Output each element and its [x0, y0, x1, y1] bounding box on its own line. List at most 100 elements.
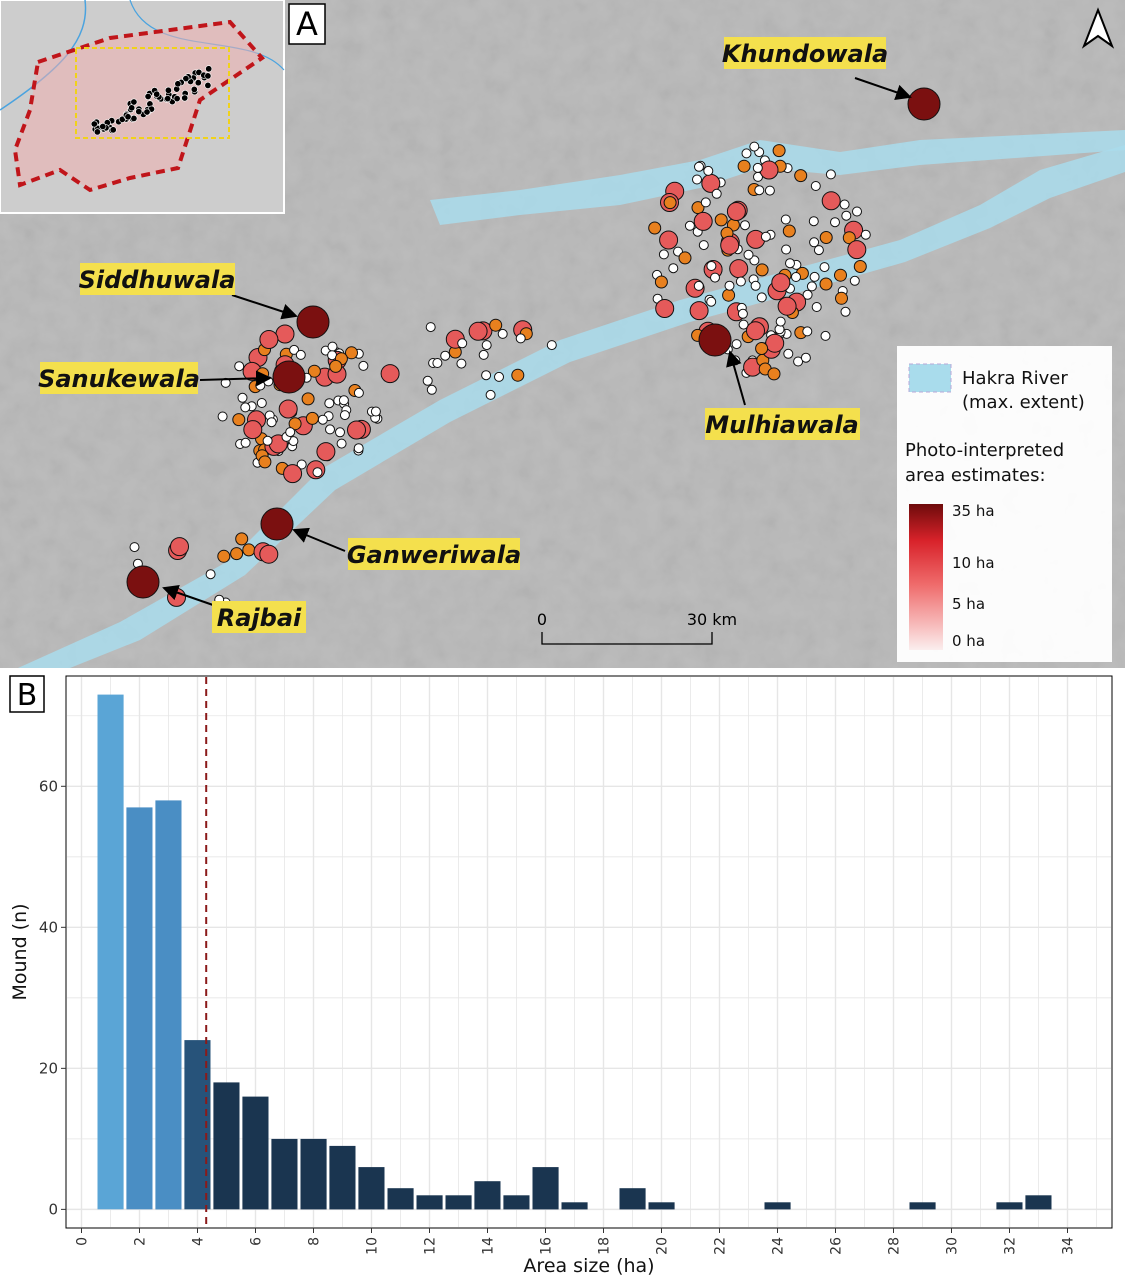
site-marker	[767, 367, 781, 381]
site-marker	[830, 217, 840, 228]
site-marker	[312, 467, 323, 478]
site-marker	[658, 249, 669, 260]
plot-frame	[65, 675, 1113, 1229]
site-marker	[841, 210, 852, 221]
site-marker	[262, 435, 273, 446]
inset-site-marker	[190, 85, 198, 93]
river-legend-swatch	[908, 363, 952, 393]
site-label-rajbai: Rajbai	[212, 601, 306, 633]
site-marker	[775, 316, 786, 327]
site-marker	[777, 296, 797, 316]
site-marker	[692, 174, 702, 185]
svg-text:Siddhuwala: Siddhuwala	[79, 266, 236, 294]
x-tick-label: 18	[597, 1237, 613, 1255]
inset-site-marker	[173, 95, 181, 103]
site-marker	[794, 169, 808, 183]
site-marker	[289, 344, 300, 355]
inset-site-marker	[181, 94, 189, 102]
site-marker	[266, 417, 277, 428]
site-marker	[478, 349, 489, 360]
site-label-siddhuwala: Siddhuwala	[79, 263, 236, 295]
inset-site-marker	[128, 104, 136, 112]
site-marker	[497, 328, 508, 339]
site-marker	[694, 161, 704, 172]
site-marker	[380, 364, 400, 384]
site-marker	[738, 319, 749, 330]
site-label-mulhiawala: Mulhiawala	[705, 408, 860, 440]
histogram-bar	[329, 1145, 356, 1210]
histogram-bar	[996, 1202, 1023, 1210]
inset-site-marker	[130, 114, 138, 122]
site-marker	[720, 235, 740, 255]
site-marker	[230, 547, 244, 561]
site-marker	[336, 438, 347, 449]
site-label-ganweriwala: Ganweriwala	[347, 538, 521, 570]
site-marker	[821, 191, 841, 211]
site-marker	[834, 268, 847, 282]
histogram-bar	[619, 1188, 646, 1210]
site-marker	[258, 455, 272, 469]
site-marker	[785, 258, 795, 269]
major-site-marker-sanukewala	[272, 360, 306, 394]
site-marker	[205, 569, 216, 580]
north-arrow-icon	[1081, 7, 1115, 49]
x-tick-label: 34	[1061, 1237, 1077, 1255]
site-marker	[648, 221, 662, 235]
site-marker	[693, 211, 713, 231]
x-tick-label: 0	[75, 1237, 91, 1246]
site-marker	[743, 249, 754, 260]
site-marker	[802, 289, 813, 300]
site-marker	[849, 275, 860, 286]
site-marker	[693, 280, 704, 291]
site-marker	[835, 291, 848, 305]
svg-text:Ganweriwala: Ganweriwala	[347, 541, 521, 569]
site-marker	[170, 537, 189, 557]
inset-site-marker	[164, 86, 172, 94]
histogram-bar	[648, 1202, 675, 1210]
y-axis-ticks: 0 20 40 60	[39, 777, 66, 1218]
site-marker	[678, 251, 692, 265]
inset-site-marker	[143, 108, 151, 116]
site-marker	[301, 392, 315, 406]
histogram-bar	[503, 1195, 530, 1210]
inset-site-marker	[99, 123, 107, 131]
panel-a-label: A	[288, 3, 326, 45]
site-marker	[288, 417, 302, 431]
site-marker	[842, 231, 856, 245]
histogram-bar	[387, 1188, 414, 1210]
site-marker	[847, 240, 867, 260]
inset-site-marker	[93, 128, 101, 136]
site-marker	[259, 330, 279, 349]
site-marker	[345, 346, 358, 360]
x-tick-label: 8	[307, 1237, 323, 1246]
site-marker	[825, 169, 836, 180]
site-marker	[655, 299, 675, 318]
site-marker	[259, 544, 279, 564]
site-marker	[752, 162, 763, 173]
histogram-bar	[155, 800, 182, 1210]
site-marker	[256, 398, 267, 408]
site-marker	[232, 413, 246, 427]
site-marker	[515, 333, 526, 344]
site-marker	[793, 356, 804, 367]
major-site-marker-mulhiawala	[698, 323, 732, 357]
site-marker	[456, 358, 467, 369]
site-marker	[819, 262, 830, 273]
site-marker	[317, 414, 328, 425]
site-marker	[335, 427, 345, 438]
svg-text:10 ha: 10 ha	[952, 554, 995, 572]
inset-site-marker	[204, 81, 212, 89]
histogram-bar	[242, 1096, 269, 1210]
site-marker	[703, 165, 714, 176]
svg-text:Hakra River: Hakra River	[962, 368, 1068, 389]
x-tick-label: 26	[829, 1237, 845, 1255]
site-marker	[700, 197, 711, 208]
site-marker	[275, 324, 295, 344]
site-marker	[358, 360, 369, 371]
site-label-khundowala: Khundowala	[722, 37, 888, 69]
site-marker	[659, 230, 679, 250]
site-marker	[129, 542, 140, 553]
site-marker	[546, 340, 557, 351]
histogram-bar	[213, 1082, 240, 1210]
site-marker	[494, 371, 504, 382]
